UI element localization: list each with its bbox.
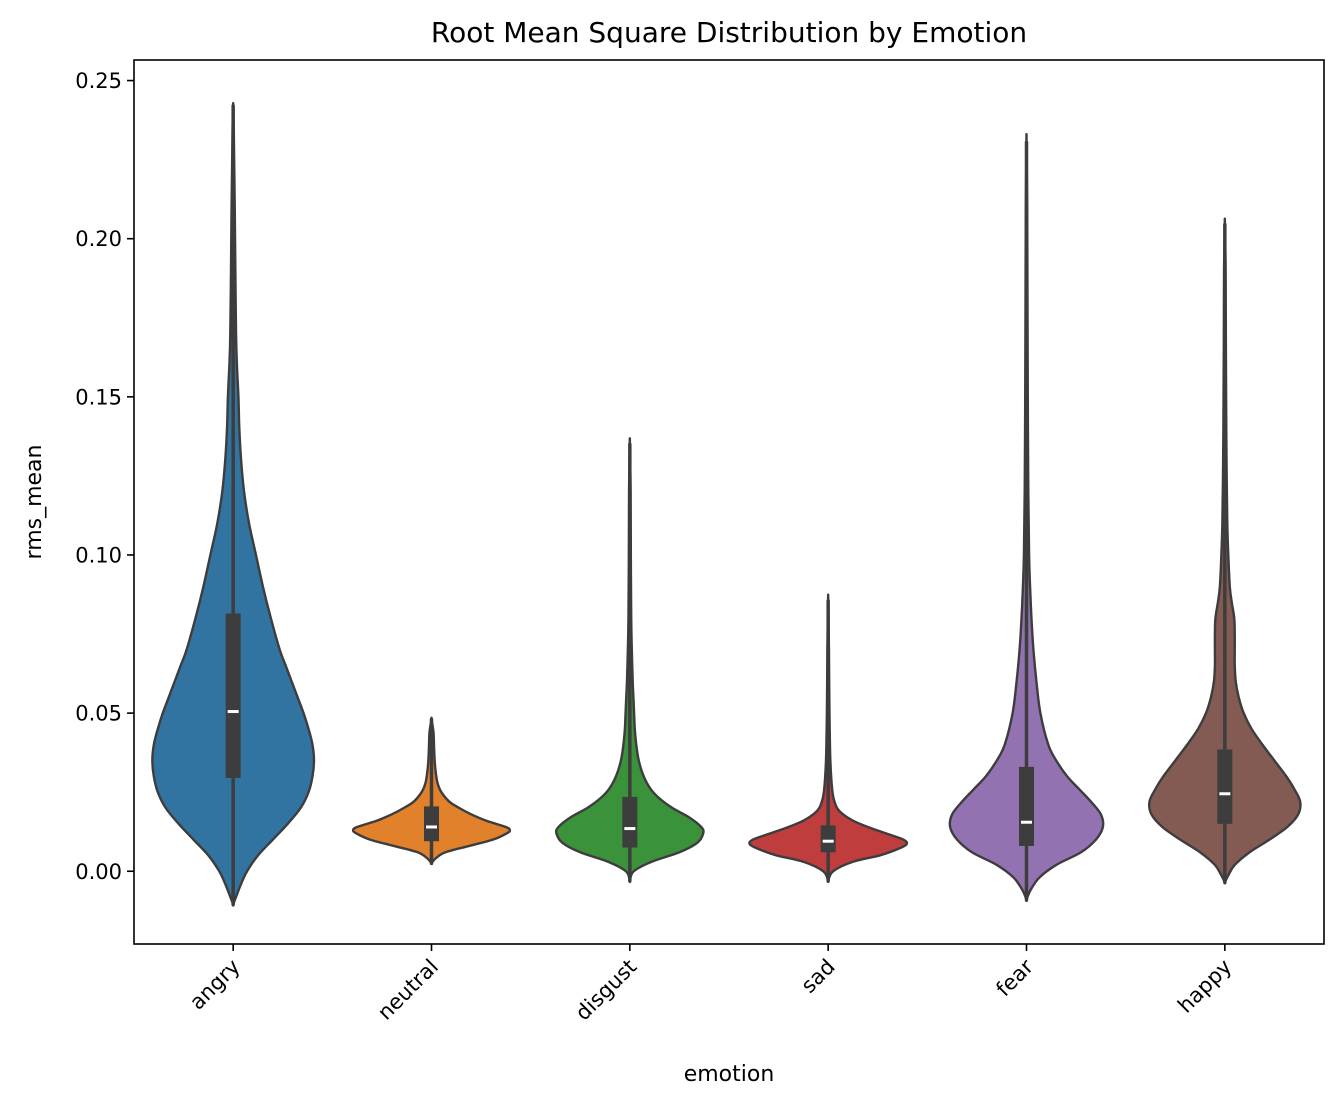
iqr-box-sad [820, 825, 836, 853]
iqr-box-happy [1217, 749, 1233, 824]
chart-title: Root Mean Square Distribution by Emotion [431, 16, 1027, 49]
violins-group [151, 101, 1302, 907]
y-axis: 0.00 0.05 0.10 0.15 0.20 0.25 [75, 69, 134, 884]
iqr-box-neutral [424, 806, 439, 842]
y-tick-label: 0.10 [75, 543, 122, 567]
iqr-box-disgust [622, 796, 638, 848]
x-axis-label: emotion [684, 1062, 775, 1087]
y-tick-label: 0.20 [75, 227, 122, 251]
x-tick-label-happy: happy [1173, 955, 1236, 1018]
plot-frame [133, 59, 1325, 945]
x-tick-label-fear: fear [991, 954, 1038, 1001]
x-tick-label-angry: angry [185, 955, 245, 1015]
y-tick-label: 0.15 [75, 385, 122, 409]
x-tick-label-disgust: disgust [571, 955, 642, 1026]
iqr-box-angry [225, 613, 241, 778]
y-tick-label: 0.25 [75, 69, 122, 93]
x-axis: angry neutral disgust sad fear happy [185, 944, 1236, 1025]
iqr-box-fear [1019, 766, 1034, 846]
x-tick-label-neutral: neutral [373, 955, 443, 1025]
y-axis-label: rms_mean [22, 445, 47, 560]
y-tick-label: 0.00 [75, 860, 122, 884]
y-tick-label: 0.05 [75, 702, 122, 726]
x-tick-label-sad: sad [796, 955, 839, 998]
